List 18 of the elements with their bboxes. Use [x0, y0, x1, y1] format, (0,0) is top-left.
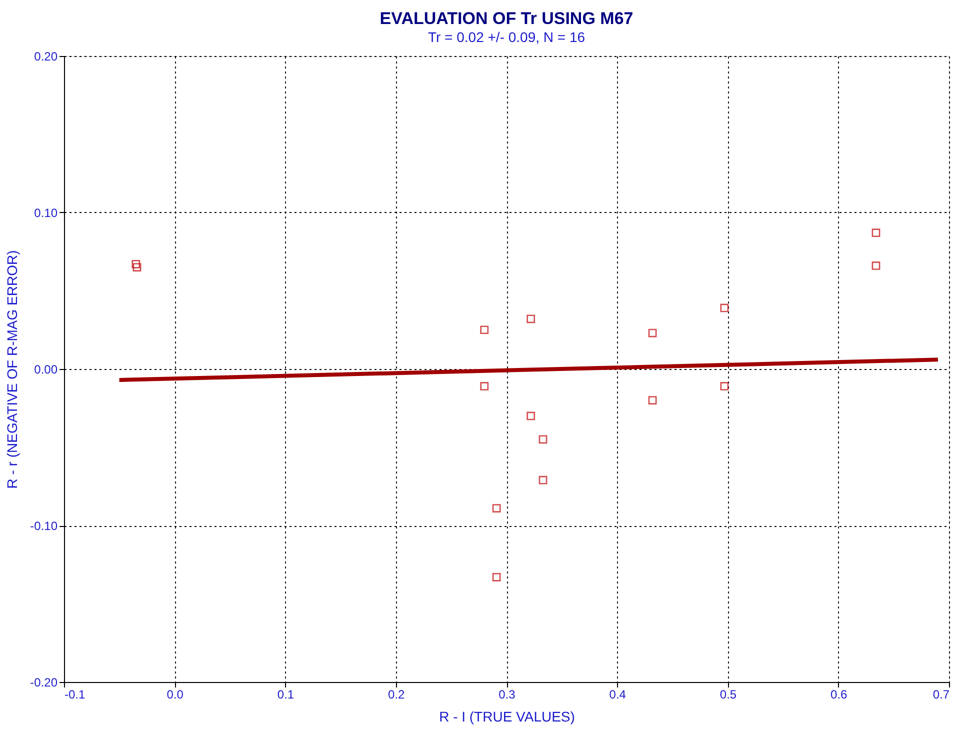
x-tick-label: 0.4 [609, 688, 626, 702]
x-tick-label: -0.1 [64, 688, 86, 702]
x-tick-label: 0.0 [166, 688, 184, 702]
x-tick-label: 0.6 [830, 688, 848, 702]
y-tick-label: -0.20 [30, 676, 58, 690]
x-tick-label: 0.3 [498, 688, 516, 702]
x-tick-label: 0.2 [388, 688, 406, 702]
x-axis-title: R - I (TRUE VALUES) [439, 708, 575, 724]
x-tick-label: 0.1 [277, 688, 294, 702]
x-tick-label: 0.7 [932, 688, 950, 702]
chart-subtitle: Tr = 0.02 +/- 0.09, N = 16 [428, 29, 586, 45]
y-tick-label: 0.00 [34, 362, 58, 376]
chart-title: EVALUATION OF Tr USING M67 [380, 9, 634, 28]
y-tick-label: 0.10 [34, 206, 58, 220]
y-tick-label: -0.10 [30, 519, 58, 533]
y-axis-title: R - r (NEGATIVE OF R-MAG ERROR) [4, 250, 20, 489]
x-tick-label: 0.5 [720, 688, 737, 702]
y-tick-label: 0.20 [34, 50, 58, 64]
